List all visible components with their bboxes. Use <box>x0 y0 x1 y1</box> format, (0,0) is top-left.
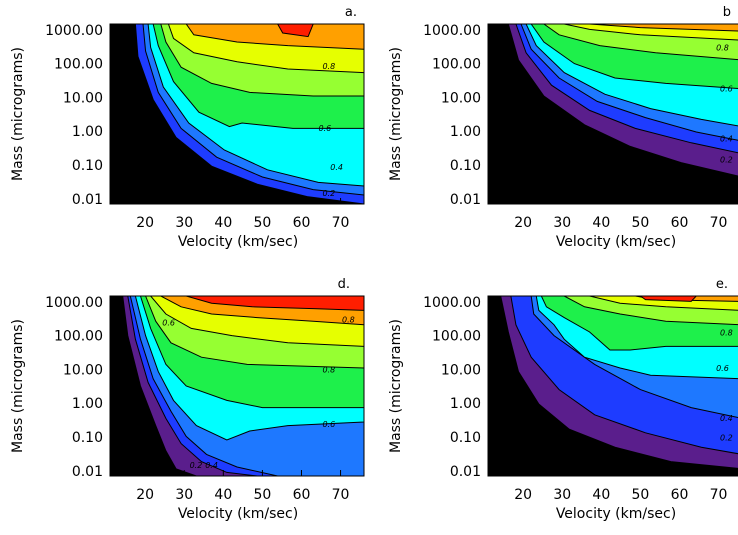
contour-band-red-8 <box>277 24 314 38</box>
x-tick-label: 20 <box>514 215 532 231</box>
x-tick-label: 50 <box>631 487 649 503</box>
contour-plot-4: 0.8 0.6 0.4 0.2 <box>488 296 738 476</box>
contour-plot-1: 0.8 0.6 0.4 0.2 <box>110 24 364 204</box>
y-tick-label: 1.00 <box>72 124 103 140</box>
contour-label: 0.6 <box>322 420 335 429</box>
y-tick-label: 1000.00 <box>423 295 481 311</box>
x-tick-label: 20 <box>136 215 154 231</box>
y-tick-label: 0.01 <box>450 464 481 480</box>
x-tick-label: 20 <box>514 487 532 503</box>
plot-frame <box>487 23 738 205</box>
y-tick-label: 100.00 <box>432 329 481 345</box>
y-tick-label: 10.00 <box>63 90 103 106</box>
contour-label: 0.4 <box>720 134 733 143</box>
contour-label: 0.2 <box>190 461 203 470</box>
x-tick-label: 30 <box>553 215 571 231</box>
contour-band-purple-0 <box>110 296 116 476</box>
x-tick-label: 60 <box>293 487 311 503</box>
y-tick-label: 100.00 <box>54 57 103 73</box>
x-tick-label: 40 <box>592 215 610 231</box>
x-tick-label: 50 <box>253 487 271 503</box>
y-tick-label: 1000.00 <box>423 23 481 39</box>
y-tick-label: 1.00 <box>450 124 481 140</box>
contour-label: 0.6 <box>720 85 733 94</box>
x-tick-label: 60 <box>671 487 689 503</box>
y-tick-label: 1.00 <box>450 396 481 412</box>
contour-label: 0.8 <box>720 329 733 338</box>
y-axis-title: Mass (micrograms) <box>388 319 404 453</box>
contour-band-orange-8 <box>589 24 738 32</box>
y-tick-label: 0.01 <box>72 464 103 480</box>
contour-band-purple-0 <box>488 24 494 204</box>
contour-label: 0.4 <box>720 414 733 423</box>
y-tick-label: 100.00 <box>54 329 103 345</box>
x-tick-label: 40 <box>214 215 232 231</box>
x-tick-label: 60 <box>671 215 689 231</box>
contour-label: 0.2 <box>720 433 733 442</box>
plot-frame <box>109 295 365 477</box>
y-axis-title: Mass (micrograms) <box>10 319 26 453</box>
x-axis-title: Velocity (km/sec) <box>178 234 298 250</box>
x-tick-label: 70 <box>710 215 728 231</box>
y-tick-label: 10.00 <box>441 362 481 378</box>
x-tick-label: 70 <box>710 487 728 503</box>
x-tick-label: 30 <box>175 215 193 231</box>
contour-label: 0.6 <box>162 319 175 328</box>
x-axis-title: Velocity (km/sec) <box>556 506 676 522</box>
plot-frame <box>487 295 738 477</box>
y-tick-label: 0.10 <box>450 430 481 446</box>
contour-band-purple-0 <box>488 296 494 476</box>
x-tick-label: 30 <box>175 487 193 503</box>
contour-plot-2: 0.8 0.6 0.4 0.2 <box>488 24 738 204</box>
y-tick-label: 100.00 <box>432 57 481 73</box>
panel-label: d. <box>338 277 350 292</box>
contour-label: 0.8 <box>322 366 335 375</box>
x-axis-title: Velocity (km/sec) <box>178 506 298 522</box>
y-tick-label: 10.00 <box>441 90 481 106</box>
y-tick-label: 0.10 <box>72 430 103 446</box>
contour-label: 0.6 <box>319 124 332 133</box>
plot-frame <box>109 23 365 205</box>
y-axis-title: Mass (micrograms) <box>10 47 26 181</box>
y-tick-label: 1000.00 <box>45 295 103 311</box>
x-tick-label: 50 <box>631 215 649 231</box>
x-tick-label: 70 <box>332 215 350 231</box>
x-tick-label: 40 <box>592 487 610 503</box>
y-tick-label: 1.00 <box>72 396 103 412</box>
y-tick-label: 0.10 <box>450 158 481 174</box>
y-tick-label: 0.10 <box>72 158 103 174</box>
contour-label: 0.2 <box>720 155 733 164</box>
contour-band-purple-0 <box>110 24 116 204</box>
x-tick-label: 70 <box>332 487 350 503</box>
x-tick-label: 30 <box>553 487 571 503</box>
contour-label: 0.8 <box>322 62 335 71</box>
y-axis-title: Mass (micrograms) <box>388 47 404 181</box>
panel-label: a. <box>345 5 357 20</box>
contour-band-red-9 <box>639 296 697 302</box>
contour-label: 0.4 <box>330 163 343 172</box>
contour-band-red-9 <box>186 296 364 311</box>
x-axis-title: Velocity (km/sec) <box>556 234 676 250</box>
panel-label: b <box>723 5 731 20</box>
y-tick-label: 10.00 <box>63 362 103 378</box>
y-tick-label: 0.01 <box>72 192 103 208</box>
contour-label: 0.2 <box>322 189 335 198</box>
contour-label: 0.8 <box>716 43 729 52</box>
contour-band-orange-7 <box>185 24 364 50</box>
y-tick-label: 1000.00 <box>45 23 103 39</box>
x-tick-label: 20 <box>136 487 154 503</box>
x-tick-label: 60 <box>293 215 311 231</box>
x-tick-label: 50 <box>253 215 271 231</box>
y-tick-label: 0.01 <box>450 192 481 208</box>
panel-label: e. <box>716 277 728 292</box>
contour-label: 0.4 <box>205 461 218 470</box>
contour-plot-3: 0.8 0.6 0.8 0.6 0.40.2 <box>110 296 364 476</box>
x-tick-label: 40 <box>214 487 232 503</box>
contour-label: 0.6 <box>716 364 729 373</box>
contour-label: 0.8 <box>342 315 355 324</box>
